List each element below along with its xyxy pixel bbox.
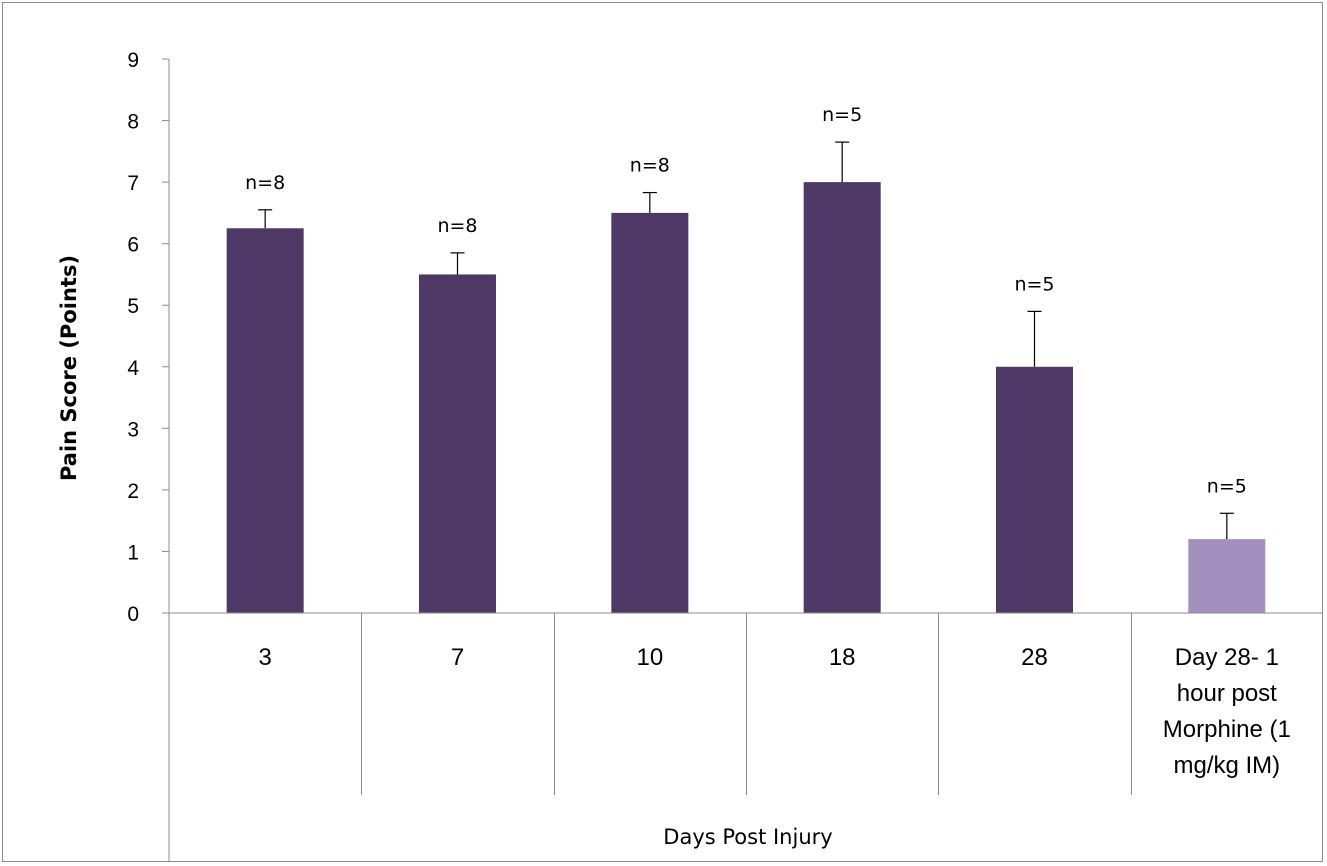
y-axis-title: Pain Score (Points) (57, 255, 81, 481)
sample-size-label: n=8 (437, 215, 477, 237)
y-tick-label: 4 (127, 357, 139, 380)
category-labels: 3 7 10 18 28 Day 28- 1 hour post Morphine (1 mg/… (258, 644, 1290, 779)
sample-size-label: n=5 (1014, 273, 1054, 295)
y-axis-ticks: 0 1 2 3 4 5 6 7 8 9 (127, 49, 169, 626)
y-tick-label: 9 (127, 49, 139, 72)
x-axis-title: Days Post Injury (663, 825, 832, 849)
y-tick-label: 0 (127, 603, 139, 626)
y-tick-label: 8 (127, 111, 139, 134)
x-category-label: 18 (829, 644, 856, 671)
sample-size-label: n=5 (822, 104, 862, 126)
bar (1188, 539, 1266, 613)
y-tick-label: 3 (127, 418, 139, 441)
y-tick-label: 1 (127, 541, 139, 564)
x-category-label: Morphine (1 (1163, 716, 1291, 743)
bars: n=8 n=8 n=8 n=5 n=5 n=5 (226, 104, 1266, 613)
x-category-label: hour post (1177, 680, 1277, 707)
bar (226, 228, 304, 613)
x-category-label: 3 (258, 644, 271, 671)
bar (996, 366, 1073, 613)
bar (419, 274, 496, 613)
bar (803, 182, 881, 613)
axes (168, 59, 1323, 862)
x-category-label: mg/kg IM) (1173, 752, 1280, 779)
sample-size-label: n=5 (1207, 475, 1247, 497)
bar (611, 212, 689, 613)
y-tick-label: 2 (127, 480, 139, 503)
y-tick-label: 6 (127, 234, 139, 257)
x-category-label: 28 (1021, 644, 1048, 671)
y-tick-label: 5 (127, 295, 139, 318)
sample-size-label: n=8 (630, 155, 670, 177)
x-category-label: 10 (636, 644, 663, 671)
x-category-label: 7 (451, 644, 464, 671)
x-category-label: Day 28- 1 (1175, 644, 1279, 671)
sample-size-label: n=8 (245, 172, 285, 194)
y-tick-label: 7 (127, 172, 139, 195)
